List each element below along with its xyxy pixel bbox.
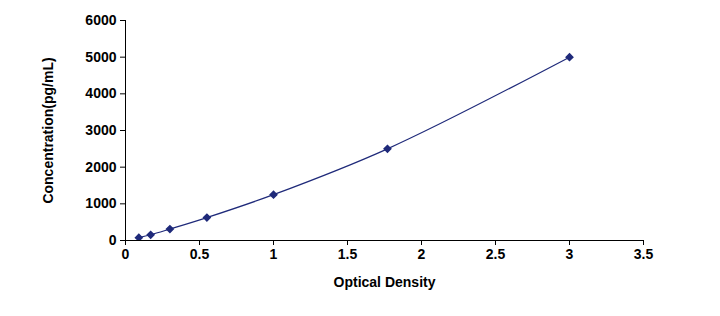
svg-text:1000: 1000: [85, 195, 116, 211]
svg-text:2.5: 2.5: [486, 246, 506, 262]
svg-text:0: 0: [122, 246, 130, 262]
svg-text:1.5: 1.5: [338, 246, 358, 262]
svg-text:1: 1: [270, 246, 278, 262]
svg-text:Optical Density: Optical Density: [334, 274, 436, 290]
svg-text:5000: 5000: [85, 49, 116, 65]
svg-text:0.5: 0.5: [190, 246, 210, 262]
svg-text:Concentration(pg/mL): Concentration(pg/mL): [40, 57, 56, 203]
svg-text:0: 0: [109, 232, 117, 248]
svg-text:6000: 6000: [85, 12, 116, 28]
svg-text:2000: 2000: [85, 159, 116, 175]
svg-text:4000: 4000: [85, 85, 116, 101]
svg-text:3: 3: [566, 246, 574, 262]
svg-text:3.5: 3.5: [634, 246, 654, 262]
svg-text:3000: 3000: [85, 122, 116, 138]
svg-text:2: 2: [418, 246, 426, 262]
